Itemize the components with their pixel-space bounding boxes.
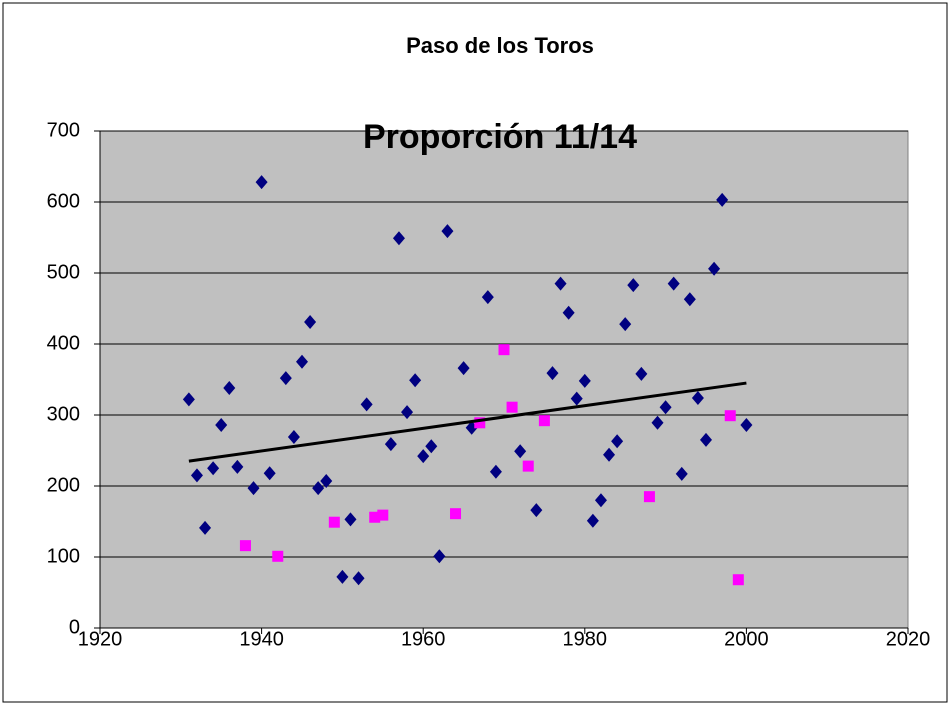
point bbox=[522, 460, 534, 472]
point bbox=[207, 461, 220, 476]
point bbox=[643, 491, 655, 503]
trend-line bbox=[188, 381, 747, 463]
point bbox=[425, 439, 438, 454]
point bbox=[433, 549, 446, 564]
x-tick-label: 2020 bbox=[886, 628, 931, 650]
point bbox=[392, 231, 405, 246]
point bbox=[239, 540, 251, 552]
point bbox=[691, 390, 704, 405]
y-tick-label: 100 bbox=[47, 545, 80, 567]
point bbox=[474, 417, 486, 429]
point bbox=[304, 314, 317, 329]
point bbox=[360, 397, 373, 412]
point bbox=[272, 550, 284, 562]
point bbox=[562, 305, 575, 320]
y-tick-label: 0 bbox=[69, 616, 80, 638]
point bbox=[627, 278, 640, 293]
point bbox=[506, 401, 518, 413]
point bbox=[296, 354, 308, 369]
point bbox=[700, 432, 712, 447]
point bbox=[619, 317, 632, 332]
y-tick-label: 700 bbox=[47, 119, 80, 141]
point bbox=[441, 224, 454, 239]
y-tick-label: 300 bbox=[47, 403, 80, 425]
point bbox=[182, 392, 195, 407]
point bbox=[570, 391, 583, 406]
point bbox=[732, 574, 744, 586]
point bbox=[498, 344, 510, 356]
point bbox=[401, 405, 414, 420]
point bbox=[716, 192, 729, 207]
point bbox=[481, 290, 494, 305]
point bbox=[231, 459, 244, 474]
point bbox=[611, 434, 624, 449]
point bbox=[530, 503, 543, 518]
y-tick-label: 600 bbox=[47, 190, 80, 212]
point bbox=[667, 276, 680, 291]
point bbox=[352, 571, 365, 586]
point bbox=[287, 430, 300, 445]
y-tick-label: 400 bbox=[47, 332, 80, 354]
point bbox=[336, 569, 349, 584]
point bbox=[344, 512, 357, 527]
point bbox=[586, 513, 599, 528]
point bbox=[603, 447, 616, 462]
point bbox=[263, 466, 276, 481]
point bbox=[247, 481, 260, 496]
point bbox=[708, 261, 721, 276]
y-tick-label: 200 bbox=[47, 474, 80, 496]
point bbox=[578, 373, 591, 388]
x-tick-label: 1980 bbox=[563, 628, 608, 650]
point bbox=[683, 292, 696, 307]
point bbox=[724, 410, 736, 422]
point bbox=[417, 449, 430, 464]
x-tick-label: 1960 bbox=[401, 628, 446, 650]
point bbox=[384, 437, 397, 452]
point bbox=[675, 466, 688, 481]
point bbox=[740, 417, 753, 432]
x-tick-label: 2000 bbox=[724, 628, 769, 650]
point bbox=[223, 381, 236, 396]
point bbox=[554, 276, 567, 291]
point bbox=[546, 366, 559, 381]
x-tick-label: 1920 bbox=[78, 628, 123, 650]
chart-subtitle: Proporción 11/14 bbox=[363, 118, 637, 156]
point bbox=[457, 361, 470, 376]
point bbox=[328, 516, 340, 528]
point bbox=[651, 415, 664, 430]
point bbox=[377, 509, 389, 521]
point bbox=[279, 371, 292, 386]
x-tick-label: 1940 bbox=[239, 628, 284, 650]
point bbox=[320, 474, 333, 489]
point bbox=[514, 444, 527, 459]
point bbox=[409, 373, 422, 388]
plot-area bbox=[99, 130, 909, 629]
point bbox=[255, 175, 268, 190]
point bbox=[450, 508, 462, 520]
point bbox=[489, 464, 502, 479]
point bbox=[199, 520, 212, 535]
y-tick-label: 500 bbox=[47, 261, 80, 283]
point bbox=[538, 415, 550, 427]
chart-title: Paso de los Toros bbox=[406, 33, 594, 58]
point bbox=[635, 366, 648, 381]
point bbox=[190, 468, 203, 483]
point bbox=[215, 417, 228, 432]
point bbox=[594, 493, 607, 508]
point bbox=[369, 511, 381, 523]
point bbox=[312, 481, 325, 496]
point bbox=[659, 400, 672, 415]
